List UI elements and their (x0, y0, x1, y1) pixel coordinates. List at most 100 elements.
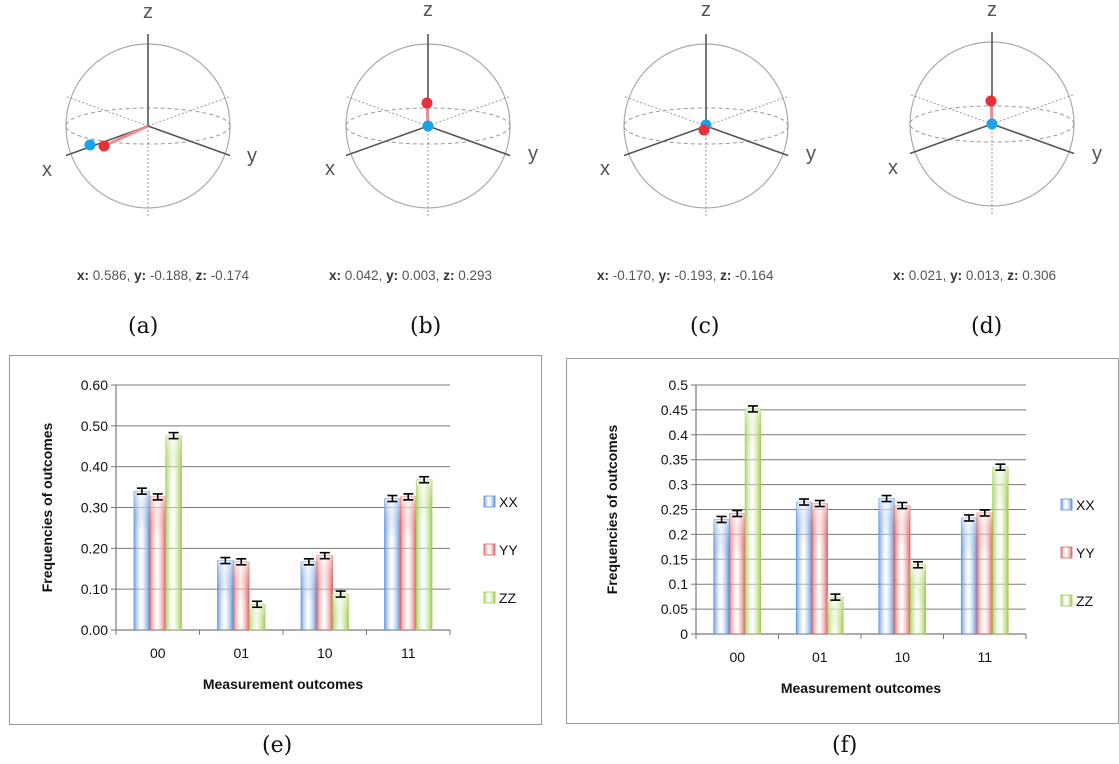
y-axis-label: y (806, 143, 816, 165)
y-tick-label: 0.30 (81, 500, 108, 516)
y-tick-label: 0.50 (81, 418, 108, 434)
y-axis (705, 125, 789, 157)
x-tick-label: 11 (401, 645, 416, 661)
red-point (421, 97, 433, 109)
bar-shine (713, 519, 730, 560)
legend-label-XX: XX (499, 494, 518, 510)
x-axis-title: Measurement outcomes (781, 680, 941, 696)
y-axis (991, 123, 1075, 155)
bar-shine (249, 604, 266, 630)
bloch-sphere-b: z x y (325, 0, 538, 218)
z-axis-label: z (143, 1, 153, 23)
y-tick-label: 0.20 (81, 540, 108, 556)
x-axis-label: x (42, 159, 52, 181)
neg-x-axis (991, 94, 1075, 125)
caption-d: (d) (971, 314, 1003, 339)
coord-readout-c: x: -0.170, y: -0.193, z: -0.164 (597, 268, 774, 283)
bloch-sphere-d: z x y (888, 0, 1102, 216)
bloch-spheres: z x y z x y z x y z x y (42, 0, 1102, 218)
bar-shine (332, 594, 349, 630)
x-tick-label: 01 (233, 645, 249, 661)
neg-x-axis (705, 96, 789, 127)
y-axis (147, 125, 231, 157)
x-tick-label: 10 (894, 649, 910, 665)
x-axis-label: x (325, 158, 335, 180)
bar-chart-e: 0.00 0.10 0.20 0.30 0.40 0.50 0.60 00 01 10 11 Freq… (39, 377, 518, 692)
x-axis-label: x (600, 158, 610, 180)
chart-panel-e: 0.00 0.10 0.20 0.30 0.40 0.50 0.60 00 01 10 11 Freq… (9, 355, 542, 725)
caption-b: (b) (410, 314, 442, 339)
x-tick-label: 01 (812, 649, 828, 665)
bar-shine (149, 496, 166, 537)
bar-shine (729, 513, 746, 554)
legend-swatch-XX (483, 495, 496, 508)
legend-label-YY: YY (499, 542, 518, 558)
x-axis-label: x (888, 157, 898, 179)
red-point (698, 124, 710, 136)
red-point (985, 95, 997, 107)
coord-readout-a: x: 0.586, y: -0.188, z: -0.174 (77, 268, 249, 283)
legend-swatch-XX (1060, 498, 1073, 511)
x-axis (345, 125, 429, 157)
bar-shine (811, 503, 828, 544)
y-axis-label: y (247, 145, 257, 167)
chart-panel-f: 0 0.05 0.1 0.15 0.2 0.25 0.3 0.35 0.4 0.45 0.5 00 01… (566, 358, 1119, 724)
bar-shine (961, 517, 977, 558)
blue-point (84, 139, 96, 151)
y-tick-label: 0.60 (81, 377, 108, 393)
coord-readout-b: x: 0.042, y: 0.003, z: 0.293 (329, 268, 492, 283)
bar-shine (165, 435, 182, 476)
legend-swatch-YY (483, 543, 496, 556)
legend-label-ZZ: ZZ (1076, 593, 1094, 609)
legend-swatch-ZZ (1060, 594, 1073, 607)
blue-point (422, 120, 434, 132)
y-tick-label: 0.2 (669, 526, 689, 542)
y-tick-label: 0.15 (661, 551, 688, 567)
z-axis-label: z (423, 0, 433, 21)
z-axis-label: z (701, 0, 711, 21)
y-tick-label: 0.25 (661, 502, 688, 518)
caption-a: (a) (128, 314, 159, 339)
bar-chart-f: 0 0.05 0.1 0.15 0.2 0.25 0.3 0.35 0.4 0.45 0.5 00 01… (604, 377, 1095, 696)
x-tick-label: 10 (317, 645, 333, 661)
neg-y-axis (65, 96, 149, 127)
bar-shine (745, 408, 761, 449)
x-tick-label: 00 (729, 649, 745, 665)
neg-x-axis (147, 96, 231, 127)
y-tick-label: 0.40 (81, 459, 108, 475)
y-tick-label: 0.00 (81, 622, 108, 638)
x-axis-title: Measurement outcomes (203, 676, 363, 692)
y-tick-label: 0.05 (661, 601, 688, 617)
x-axis (909, 123, 993, 155)
legend-label-YY: YY (1076, 545, 1095, 561)
bar-shine (976, 512, 993, 553)
bar-shine (400, 496, 417, 537)
coord-readout-d: x: 0.021, y: 0.013, z: 0.306 (893, 268, 1056, 283)
legend-label-XX: XX (1076, 497, 1095, 513)
bar-shine (894, 505, 911, 546)
neg-y-axis (623, 96, 707, 127)
bar-shine (384, 498, 401, 539)
x-tick-label: 11 (977, 649, 992, 665)
state-vector (103, 124, 149, 148)
bar-shine (878, 498, 895, 539)
y-tick-label: 0.10 (81, 581, 108, 597)
legend-swatch-ZZ (483, 591, 496, 604)
blue-point (986, 118, 998, 130)
y-axis-label: y (528, 143, 538, 165)
bar-shine (316, 555, 333, 596)
z-axis-label: z (987, 0, 997, 21)
y-tick-label: 0.5 (669, 377, 689, 393)
bloch-sphere-a: z x y (42, 1, 257, 218)
bar-shine (300, 561, 317, 602)
y-tick-label: 0 (680, 626, 688, 642)
bar-shine (416, 479, 433, 520)
y-axis (427, 125, 511, 157)
caption-e: (e) (262, 733, 293, 758)
y-tick-label: 0.1 (669, 576, 689, 592)
bar-shine (796, 502, 812, 543)
bloch-sphere-c: z x y (600, 0, 816, 218)
bar-shine (217, 560, 234, 601)
red-point (98, 140, 110, 152)
legend-swatch-YY (1060, 546, 1073, 559)
